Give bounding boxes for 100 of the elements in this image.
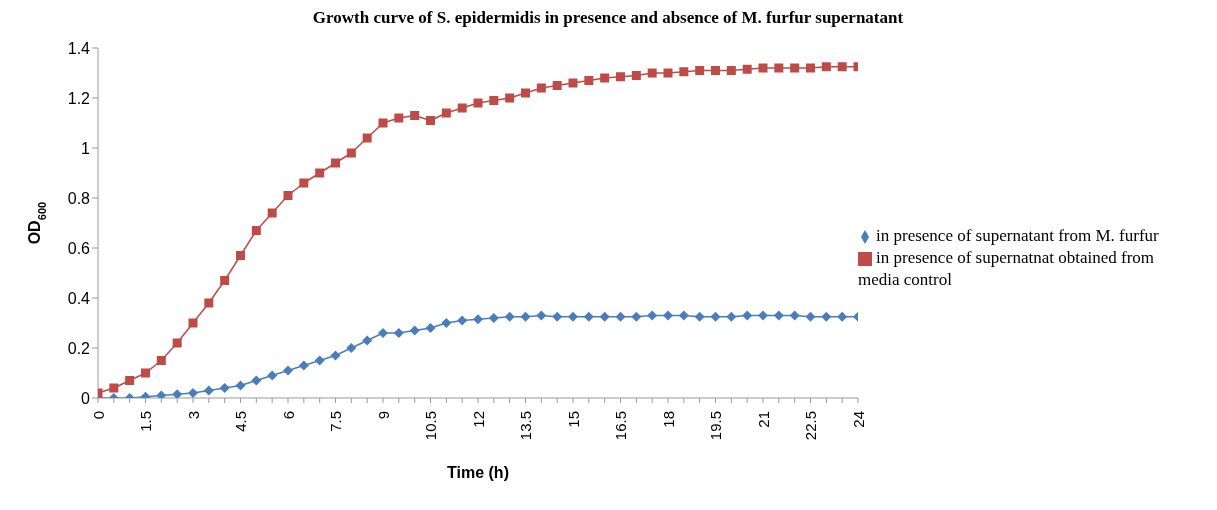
point — [726, 311, 737, 322]
point — [631, 71, 641, 80]
point — [488, 313, 499, 323]
point — [330, 350, 341, 361]
x-tick-label: 7.5 — [327, 411, 344, 432]
point — [125, 376, 135, 385]
point — [156, 390, 167, 398]
point — [283, 191, 293, 200]
x-tick-label: 6 — [279, 411, 297, 420]
point — [678, 310, 689, 321]
point — [235, 380, 246, 391]
point — [251, 226, 261, 235]
y-tick-label: 1.4 — [67, 39, 91, 57]
point — [821, 311, 832, 322]
point — [188, 388, 198, 398]
x-tick-label: 4.5 — [232, 411, 249, 432]
point — [536, 83, 546, 93]
y-tick-label: 0 — [81, 389, 91, 407]
x-tick-label: 10.5 — [422, 411, 439, 441]
point — [203, 385, 214, 396]
point — [615, 311, 626, 322]
point — [441, 108, 451, 118]
point — [647, 310, 658, 321]
point — [805, 311, 816, 322]
point — [837, 311, 848, 322]
point — [552, 311, 563, 322]
point — [726, 66, 736, 75]
point — [504, 311, 515, 322]
x-tick-label: 13.5 — [517, 411, 534, 441]
point — [552, 81, 562, 90]
point — [790, 63, 800, 73]
point — [457, 103, 467, 113]
point — [742, 310, 753, 321]
point — [520, 311, 531, 322]
point — [631, 311, 642, 322]
x-tick-label: 22.5 — [802, 411, 819, 441]
point — [837, 62, 847, 72]
point — [267, 208, 277, 218]
x-tick-label: 19.5 — [707, 411, 724, 441]
x-tick-label: 18 — [659, 411, 677, 428]
point — [299, 178, 309, 188]
point — [568, 78, 578, 88]
point — [362, 133, 372, 143]
x-tick-label: 0 — [89, 411, 107, 420]
point — [362, 335, 373, 346]
point — [394, 113, 404, 123]
point — [378, 118, 388, 128]
point — [505, 93, 515, 103]
point — [647, 68, 657, 78]
point — [172, 389, 183, 398]
legend-label: in presence of supernatnat obtained from media control — [858, 248, 1155, 289]
point — [711, 66, 720, 75]
point — [426, 116, 435, 125]
point — [204, 298, 214, 308]
point — [821, 62, 831, 72]
point — [236, 251, 245, 260]
point — [251, 375, 262, 386]
x-tick-label: 12 — [469, 411, 487, 428]
point — [346, 148, 356, 158]
point — [568, 311, 578, 322]
y-tick-label: 1.2 — [67, 89, 91, 107]
point — [315, 168, 325, 178]
point — [616, 72, 625, 82]
point — [393, 328, 404, 338]
point — [220, 276, 230, 285]
point — [331, 158, 340, 168]
point — [536, 310, 547, 321]
x-tick-label: 9 — [374, 411, 392, 420]
point — [141, 368, 150, 378]
point — [473, 314, 483, 325]
point — [219, 383, 230, 393]
point — [378, 328, 388, 338]
point — [346, 343, 357, 353]
point — [441, 318, 452, 328]
point — [410, 111, 420, 120]
point — [188, 318, 198, 328]
point — [679, 67, 689, 77]
point — [694, 311, 705, 322]
x-tick-label: 15 — [564, 411, 582, 428]
point — [806, 63, 815, 73]
point — [172, 338, 182, 348]
point — [773, 310, 784, 321]
y-tick-label: 1 — [81, 139, 91, 157]
y-tick-label: 0.2 — [67, 339, 91, 357]
point — [109, 383, 119, 393]
x-tick-label: 16.5 — [612, 411, 629, 441]
point — [425, 323, 436, 333]
point — [489, 96, 499, 105]
point — [774, 63, 784, 73]
y-tick-label: 0.6 — [67, 239, 91, 257]
point — [156, 356, 166, 365]
chart-title: Growth curve of S. epidermidis in presence and absence of M. furfur supernatant — [311, 8, 905, 28]
point — [583, 311, 594, 322]
point — [457, 315, 468, 326]
point — [600, 73, 610, 83]
point — [710, 311, 721, 322]
point — [599, 311, 610, 322]
x-axis-title: Time (h) — [447, 464, 509, 481]
point — [521, 88, 530, 98]
x-tick-label: 21 — [754, 411, 772, 428]
